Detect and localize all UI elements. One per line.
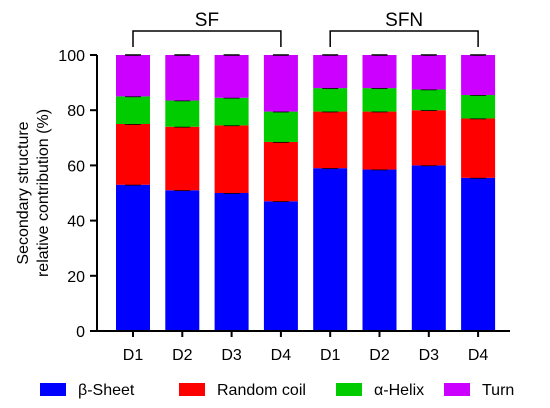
legend-label: Random coil xyxy=(217,382,306,399)
y-axis-label: Secondary structure relative contributio… xyxy=(15,109,52,277)
bar-segment xyxy=(362,55,397,89)
y-tick-label: 60 xyxy=(67,158,85,175)
bar-segment xyxy=(165,126,200,191)
bar-segment xyxy=(116,96,150,124)
bar-segment xyxy=(263,111,298,142)
bar-segment xyxy=(313,168,348,331)
bar-segment xyxy=(313,88,348,112)
bar-segment xyxy=(263,141,298,202)
group-brackets: SF SFN xyxy=(132,10,479,47)
bar-segment xyxy=(214,125,249,193)
x-tick-label: D1 xyxy=(320,347,341,364)
bar-segment xyxy=(214,193,249,331)
y-tick-label: 20 xyxy=(67,269,85,286)
y-tick-label: 40 xyxy=(67,214,85,231)
bar-segment xyxy=(263,201,298,331)
y-axis-label-line1: Secondary structure xyxy=(15,121,32,264)
legend-swatch xyxy=(40,383,66,396)
x-axis: D1 D2 D3 D4 D1 D2 D3 D4 xyxy=(96,330,510,364)
x-tick-label: D1 xyxy=(123,347,144,364)
bar-segment xyxy=(362,88,397,112)
bar-segment xyxy=(461,177,496,331)
legend: β-Sheet Random coil α-Helix Turn xyxy=(40,382,514,399)
bar-segment xyxy=(411,89,446,111)
x-tick-label: D3 xyxy=(419,347,440,364)
bar-segment xyxy=(214,55,249,98)
bar-segment xyxy=(411,165,446,331)
x-tick-label: D2 xyxy=(369,347,390,364)
group-bracket xyxy=(329,30,479,47)
bar-segment xyxy=(116,55,150,97)
group-bracket xyxy=(132,30,282,47)
bar-segment xyxy=(313,55,348,89)
bar-segment xyxy=(411,55,446,90)
legend-swatch xyxy=(179,383,205,396)
legend-swatch xyxy=(336,383,362,396)
x-tick-label: D4 xyxy=(271,347,292,364)
bar-segment xyxy=(116,184,150,331)
y-tick-label: 0 xyxy=(76,324,85,341)
bar-segment xyxy=(362,111,397,170)
y-tick-label: 100 xyxy=(58,48,85,65)
legend-swatch xyxy=(444,383,470,396)
group-label: SFN xyxy=(385,10,423,31)
plot-area xyxy=(116,54,496,331)
y-axis-label-line2: relative contribution (%) xyxy=(35,109,52,277)
group-label: SF xyxy=(195,10,219,31)
bar-segment xyxy=(313,111,348,169)
bar-segment xyxy=(461,118,496,178)
legend-label: α-Helix xyxy=(374,382,424,399)
bar-segment xyxy=(165,100,200,127)
x-tick-label: D2 xyxy=(172,347,193,364)
bar-segment xyxy=(362,169,397,331)
bar-segment xyxy=(165,190,200,331)
x-tick-label: D4 xyxy=(468,347,489,364)
y-axis: 0 20 40 60 80 100 xyxy=(58,48,98,341)
bar-segment xyxy=(461,95,496,119)
bar-segment xyxy=(263,55,298,112)
x-tick-label: D3 xyxy=(221,347,242,364)
legend-label: Turn xyxy=(482,382,514,399)
bar-segment xyxy=(116,124,150,185)
bar-segment xyxy=(165,55,200,101)
bar-segment xyxy=(411,110,446,166)
legend-label: β-Sheet xyxy=(78,382,135,399)
bar-segment xyxy=(214,97,249,126)
y-tick-label: 80 xyxy=(67,103,85,120)
bar-segment xyxy=(461,55,496,96)
